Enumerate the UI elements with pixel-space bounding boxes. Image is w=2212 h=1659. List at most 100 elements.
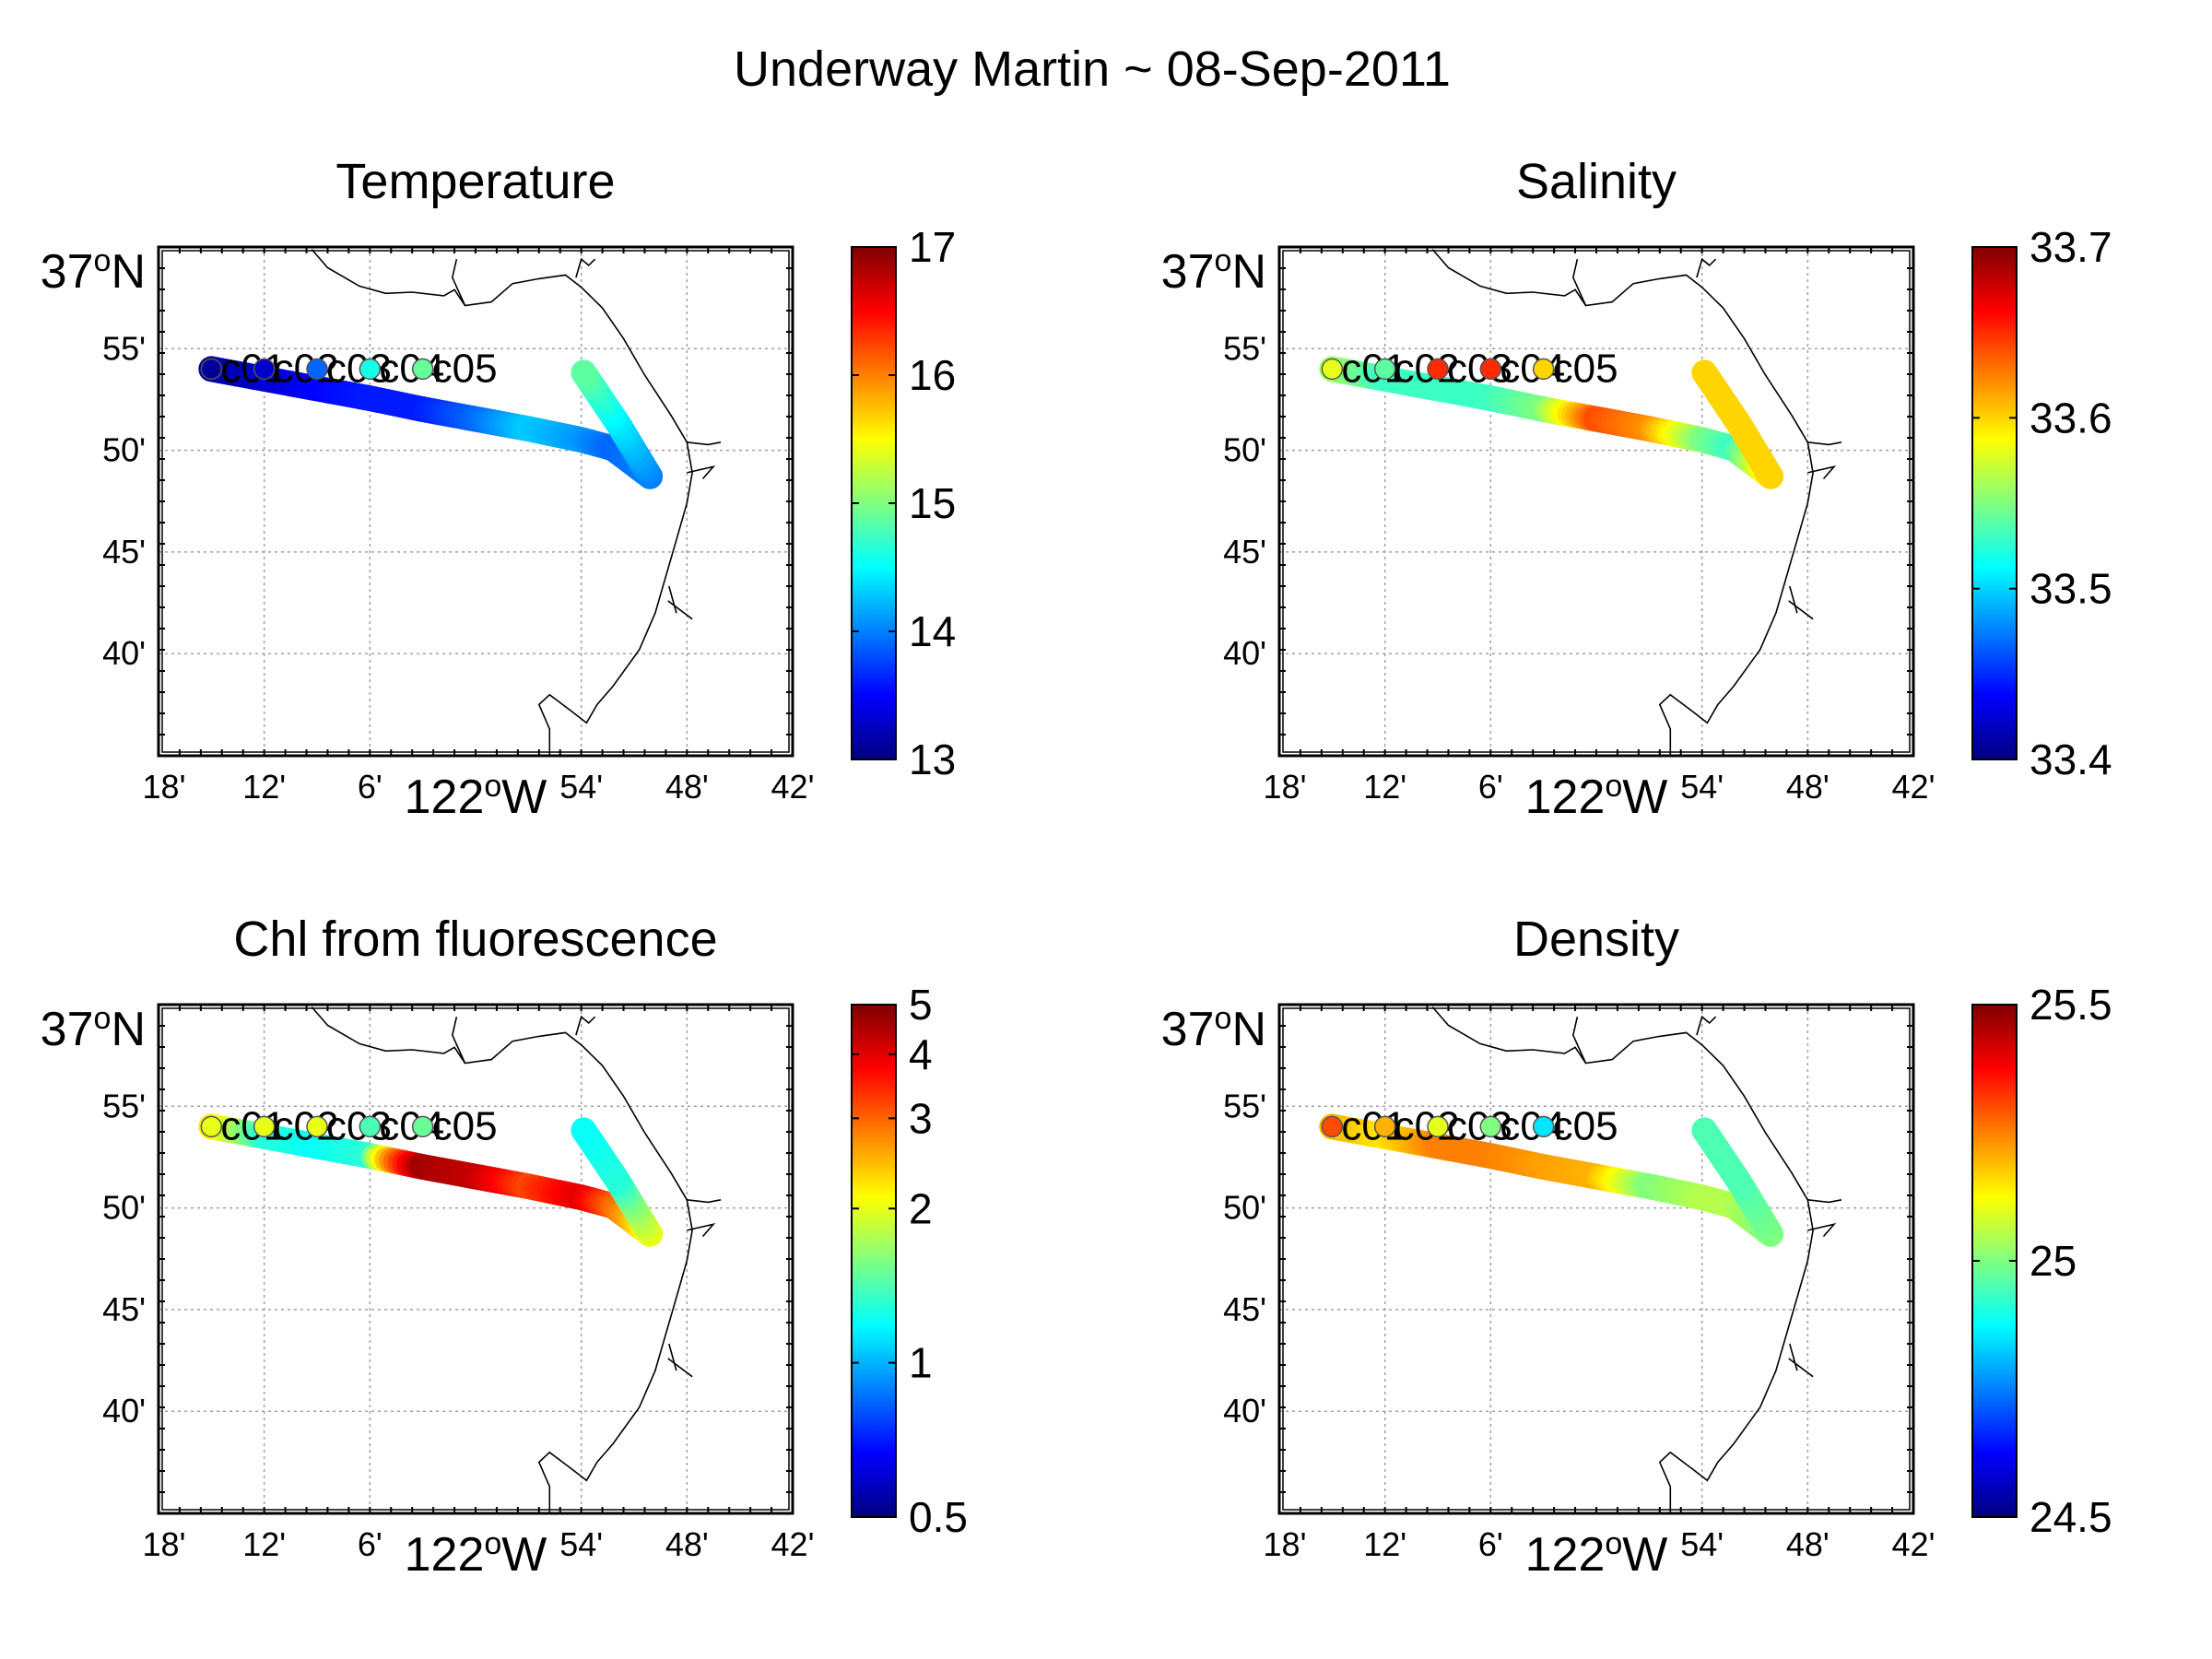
colorbar-tick-label: 24.5 xyxy=(2030,1493,2112,1541)
y-axis-degree-symbol: o xyxy=(1215,1001,1232,1036)
station-label-c04: c04 xyxy=(379,346,444,391)
y-tick-label: 50' xyxy=(102,431,146,469)
x-tick-label: 6' xyxy=(1478,768,1503,806)
colorbar-tick-label: 15 xyxy=(909,479,956,527)
figure-title: Underway Martin ~ 08-Sep-2011 xyxy=(734,41,1451,97)
track-point xyxy=(1691,1117,1718,1144)
y-tick-label: 50' xyxy=(102,1189,146,1227)
station-label-c05: c05 xyxy=(432,346,498,391)
coastline-feature xyxy=(1807,441,1842,446)
station-label-c03: c03 xyxy=(326,1103,392,1148)
y-tick-label: 45' xyxy=(1223,1290,1266,1328)
coastline-feature xyxy=(1807,1222,1837,1238)
axis-ticks xyxy=(1278,1004,1914,1514)
station-marker-c01 xyxy=(1321,358,1344,381)
y-axis-degrees: 37 xyxy=(1161,1003,1215,1056)
station-label-c02: c02 xyxy=(274,1103,339,1148)
y-tick-label: 50' xyxy=(1223,1189,1266,1227)
y-tick-label: 55' xyxy=(1223,1087,1266,1124)
coastline-feature xyxy=(575,257,596,278)
x-axis-hemisphere: W xyxy=(501,771,547,824)
x-axis-hemisphere: W xyxy=(1622,771,1667,824)
x-axis-label: 122oW xyxy=(405,1526,547,1582)
station-label-c04: c04 xyxy=(379,1103,444,1148)
coastline-feature xyxy=(1789,1343,1798,1371)
station-marker-c01 xyxy=(1321,1115,1344,1138)
station-marker-c04 xyxy=(1479,358,1502,381)
coastline-feature xyxy=(451,1017,466,1064)
colorbar-tick-label: 1 xyxy=(909,1339,933,1387)
coastline-feature xyxy=(1788,1358,1814,1378)
x-axis-degrees: 122 xyxy=(1525,1528,1606,1582)
coastline-feature xyxy=(1571,1017,1587,1064)
y-axis-label: 37oN xyxy=(41,243,146,299)
x-tick-label: 6' xyxy=(358,768,382,806)
track-point xyxy=(1691,359,1718,386)
x-tick-label: 42' xyxy=(1892,768,1936,806)
colorbar-tick-label: 4 xyxy=(909,1030,933,1078)
x-axis-hemisphere: W xyxy=(1622,1528,1667,1582)
x-tick-label: 54' xyxy=(559,768,603,806)
y-tick-label: 45' xyxy=(102,1290,146,1328)
y-tick-label: 55' xyxy=(102,1087,146,1124)
panel-title: Salinity xyxy=(1516,154,1677,209)
coastline-feature xyxy=(1696,257,1717,278)
x-axis-degrees: 122 xyxy=(405,771,485,824)
y-axis-hemisphere: N xyxy=(111,1003,146,1056)
station-marker-c03 xyxy=(1427,1115,1449,1138)
y-axis-label: 37oN xyxy=(1161,1001,1266,1056)
axes-background xyxy=(1279,1005,1913,1513)
x-tick-label: 12' xyxy=(1363,768,1406,806)
x-tick-label: 18' xyxy=(1264,1525,1307,1563)
colorbar-tick-label: 13 xyxy=(909,735,956,783)
coastline-path xyxy=(1431,1006,1814,1513)
x-tick-label: 48' xyxy=(1786,1525,1830,1563)
coastline-feature xyxy=(687,441,722,446)
coastline-path xyxy=(1431,249,1814,756)
station-label-c01: c01 xyxy=(220,1103,286,1148)
y-axis-hemisphere: N xyxy=(1231,1003,1266,1056)
coastline-feature xyxy=(668,585,677,614)
x-axis-degrees: 122 xyxy=(1525,771,1606,824)
x-axis-label: 122oW xyxy=(405,769,547,824)
coastline-feature xyxy=(687,1199,722,1204)
colorbar-tick-label: 16 xyxy=(909,351,956,399)
track-point xyxy=(571,1117,597,1144)
x-axis-degree-symbol: o xyxy=(484,769,501,804)
x-axis-degree-symbol: o xyxy=(484,1526,501,1561)
axis-ticks xyxy=(1278,246,1914,757)
axes-background xyxy=(1279,247,1913,756)
colorbar-tick-label: 5 xyxy=(909,981,933,1029)
y-axis-hemisphere: N xyxy=(1231,245,1266,299)
y-tick-label: 45' xyxy=(102,533,146,571)
station-marker-c02 xyxy=(1373,358,1396,381)
station-label-c02: c02 xyxy=(1394,346,1460,391)
colorbar-tick-label: 3 xyxy=(909,1094,933,1142)
station-label-c02: c02 xyxy=(1394,1103,1460,1148)
coastline-feature xyxy=(451,259,466,306)
station-label-c04: c04 xyxy=(1500,1103,1565,1148)
station-label-c01: c01 xyxy=(1341,1103,1406,1148)
panel-title: Density xyxy=(1513,912,1679,967)
x-tick-label: 48' xyxy=(665,768,709,806)
x-tick-label: 6' xyxy=(1478,1525,1503,1563)
station-marker-c02 xyxy=(1373,1115,1396,1138)
y-axis-degrees: 37 xyxy=(41,245,94,299)
coastline-feature xyxy=(687,465,716,480)
station-label-c03: c03 xyxy=(326,346,392,391)
station-marker-c03 xyxy=(306,1115,328,1138)
station-marker-c05 xyxy=(411,358,434,381)
colorbar-tick-label: 33.4 xyxy=(2030,735,2112,783)
station-marker-c02 xyxy=(253,358,276,381)
station-marker-c03 xyxy=(306,358,328,381)
y-tick-label: 45' xyxy=(1223,533,1266,571)
coastline-path xyxy=(311,249,693,756)
x-axis-label: 122oW xyxy=(1525,769,1668,824)
colorbar-tick-label: 33.7 xyxy=(2030,223,2112,271)
y-tick-label: 40' xyxy=(102,634,146,672)
track-point xyxy=(571,359,597,386)
